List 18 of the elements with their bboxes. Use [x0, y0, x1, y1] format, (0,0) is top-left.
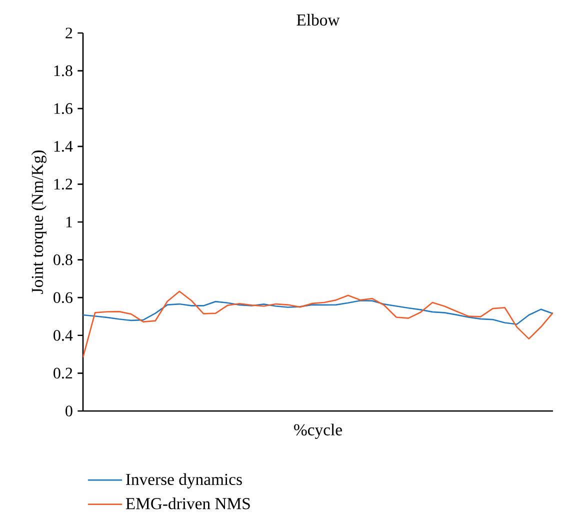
y-tick-label: 2 [66, 28, 72, 38]
y-tick-label: 1.4 [54, 141, 73, 152]
legend-label: Inverse dynamics [126, 473, 242, 488]
line-series [83, 290, 554, 358]
chart-title: Elbow [296, 14, 340, 26]
legend-label: EMG-driven NMS [126, 498, 250, 510]
y-tick-label: 1.6 [54, 103, 72, 114]
y-tick-label: 1.8 [54, 65, 72, 76]
y-tick-label: 0.6 [54, 292, 72, 304]
y-tick-label: 1 [66, 216, 72, 228]
line-series [83, 300, 554, 325]
y-axis-title: Joint torque (Nm/Kg) [31, 150, 46, 294]
x-axis-title: %cycle [294, 424, 342, 439]
y-tick-label: 0.2 [54, 368, 72, 379]
y-tick-label: 0.8 [54, 254, 72, 266]
y-tick-label: 0 [66, 406, 72, 416]
y-tick-label: 0.4 [54, 330, 73, 341]
y-tick-label: 1.2 [54, 178, 72, 190]
